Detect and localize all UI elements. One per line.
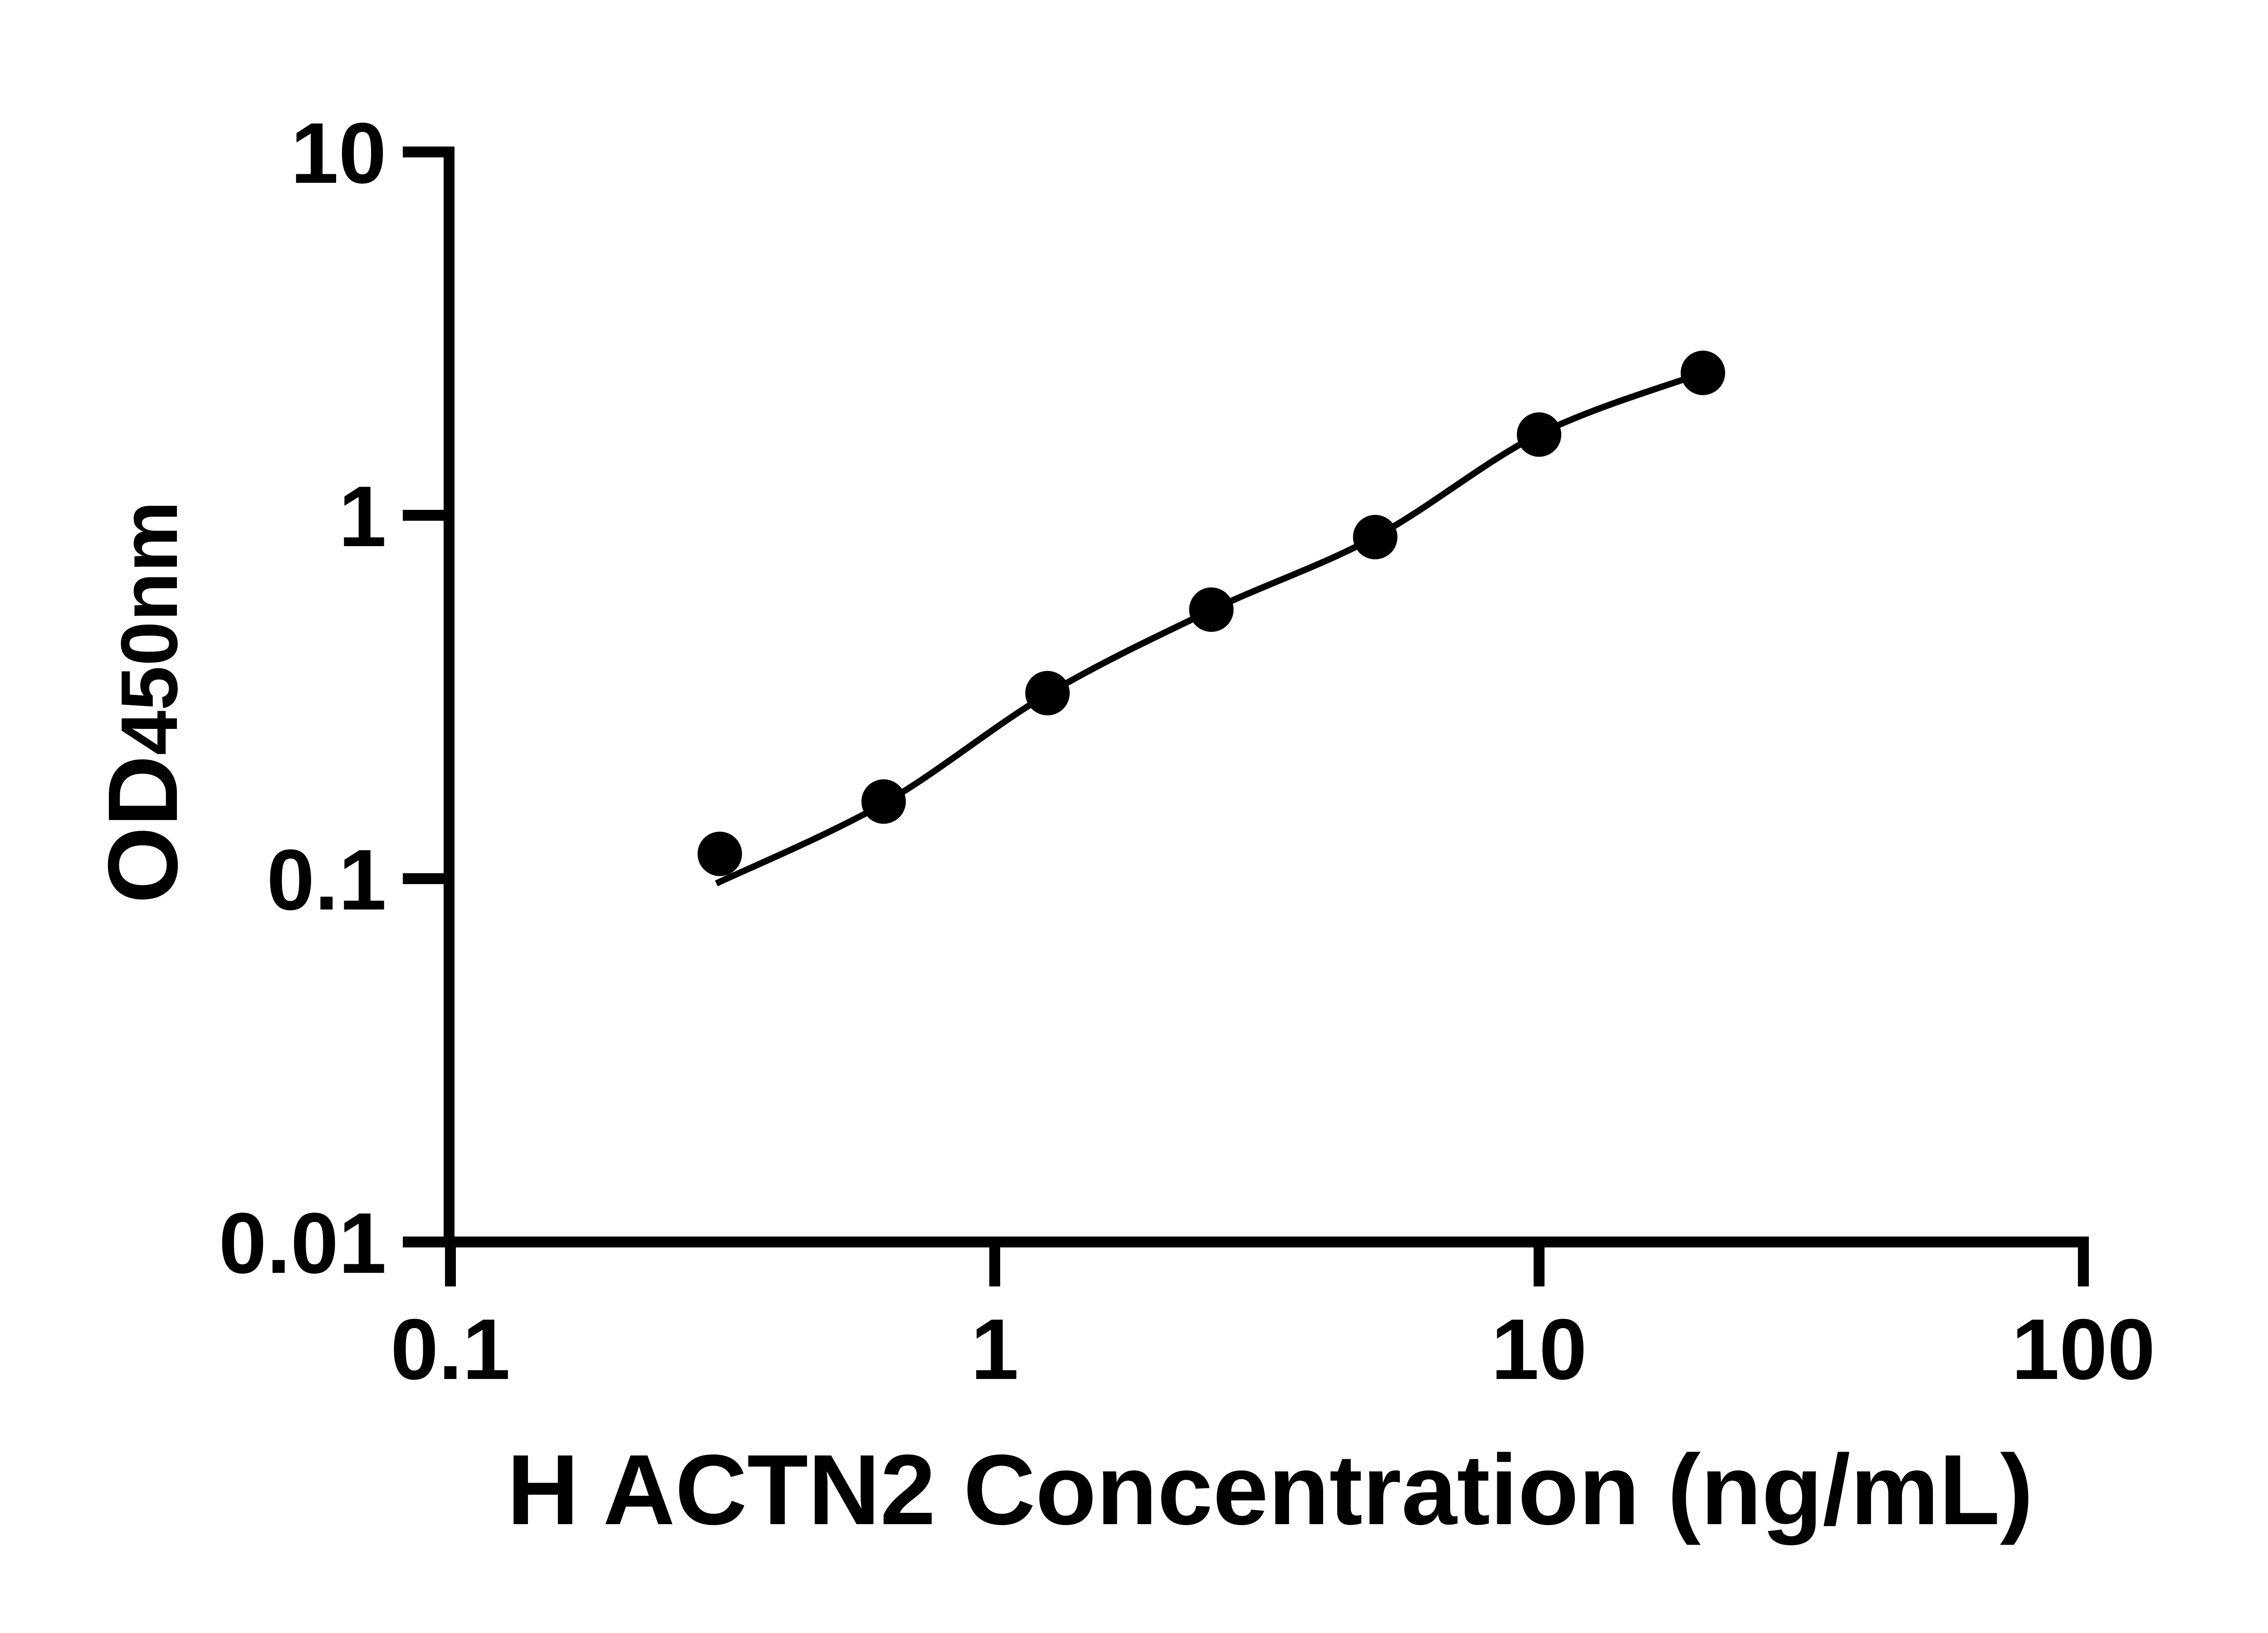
y-axis-title-subscript: 450nm — [104, 501, 194, 755]
y-axis-title: OD450nm — [88, 501, 198, 904]
y-tick-label: 10 — [291, 105, 386, 201]
data-point — [1353, 515, 1398, 560]
data-point-layer — [697, 351, 1725, 876]
y-axis-title-main: OD — [88, 755, 198, 904]
x-axis-title: H ACTN2 Concentration (ng/mL) — [507, 1434, 2033, 1545]
y-tick-label: 0.1 — [267, 832, 386, 928]
x-tick-label: 0.1 — [391, 1301, 510, 1398]
data-point — [697, 831, 742, 876]
y-tick-label: 0.01 — [219, 1195, 386, 1291]
x-tick-label: 1 — [971, 1301, 1019, 1398]
data-point — [1189, 587, 1234, 632]
x-tick-label: 10 — [1491, 1301, 1587, 1398]
data-point — [1025, 671, 1070, 716]
y-tick-label: 1 — [338, 469, 386, 565]
x-tick-label: 100 — [2011, 1301, 2155, 1398]
data-point — [1517, 412, 1561, 457]
data-point — [861, 779, 906, 824]
data-point — [1681, 351, 1725, 396]
